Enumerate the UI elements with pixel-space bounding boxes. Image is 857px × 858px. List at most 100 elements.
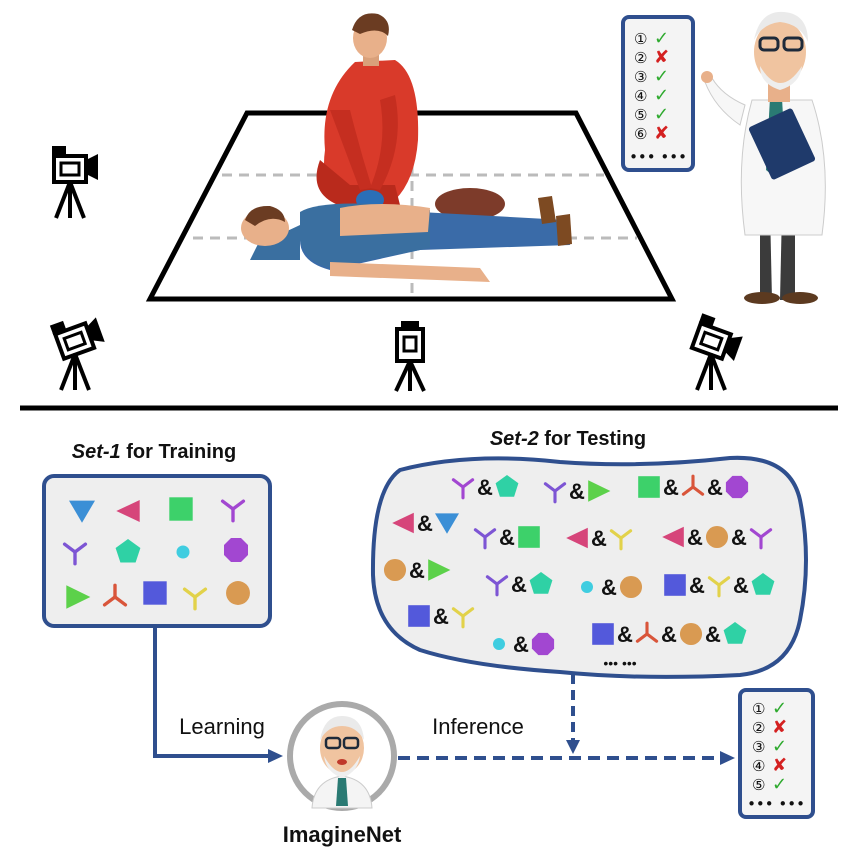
checklist-number: ②	[752, 719, 765, 737]
y-sym-shape	[749, 528, 773, 550]
set2-blob	[370, 455, 808, 679]
imaginenet-avatar	[287, 701, 397, 811]
check-icon: ✓	[654, 28, 669, 49]
amp-text: &	[687, 525, 703, 550]
amp-text: &	[617, 622, 633, 647]
set2-combination: & &	[638, 474, 749, 500]
checklist-number: ②	[634, 49, 647, 67]
y-sym-shape	[451, 478, 475, 500]
square-shape	[169, 497, 193, 521]
camera-icon	[49, 317, 105, 391]
checklist-number: ⑤	[634, 106, 647, 124]
check-icon: ✓	[654, 85, 669, 106]
y-sym-shape	[220, 499, 246, 523]
y-sym-shape	[485, 575, 509, 597]
amp-text: &	[417, 511, 433, 536]
inference-arrowhead	[720, 751, 735, 765]
square-shape	[408, 605, 430, 627]
top-checklist-more: ••• •••	[629, 148, 687, 166]
amp-text: &	[705, 622, 721, 647]
set2-down-arrowhead	[566, 740, 580, 754]
set2-combination: &	[566, 526, 633, 551]
tri-down-shape	[69, 500, 95, 523]
octagon-shape	[725, 475, 749, 499]
y-sym-shape	[707, 576, 731, 598]
amp-text: &	[569, 479, 585, 504]
set2-combination: & & &	[592, 621, 747, 647]
circle-shape	[619, 575, 643, 599]
set1-title-rest: for Training	[121, 441, 237, 463]
square-shape	[664, 574, 686, 596]
cross-icon: ✘	[772, 717, 787, 738]
y-sym-shape	[182, 587, 208, 611]
rescuer-illustration	[316, 13, 505, 220]
amp-text: &	[433, 604, 449, 629]
check-icon: ✓	[654, 104, 669, 125]
y-inv-shape	[681, 474, 705, 496]
amp-text: &	[663, 475, 679, 500]
tri-down-shape	[435, 513, 459, 534]
set2-more: ••• •••	[603, 655, 636, 671]
set2-combination: &	[408, 604, 475, 629]
set2-title-rest: for Testing	[539, 428, 646, 450]
learning-arrowhead	[268, 749, 283, 763]
circle-shape	[226, 581, 250, 605]
circle-shape	[705, 525, 729, 549]
learning-arrow	[153, 626, 268, 758]
circle-shape	[679, 622, 703, 646]
amp-text: &	[511, 572, 527, 597]
top-checklist: ① ✓ ② ✘ ③ ✓ ④ ✓ ⑤ ✓ ⑥ ✘ ••• •••	[621, 15, 695, 172]
set2-combination: &	[485, 572, 553, 597]
set2-combination: &	[473, 525, 540, 550]
octagon-shape	[224, 538, 248, 562]
amp-text: &	[707, 475, 723, 500]
pentagon-shape	[495, 475, 519, 497]
amp-text: &	[499, 525, 515, 550]
checklist-number: ③	[634, 68, 647, 86]
y-sym-shape	[62, 542, 88, 566]
amp-text: &	[513, 632, 529, 657]
amp-text: &	[689, 573, 705, 598]
pentagon-shape	[751, 573, 775, 595]
inference-label: Inference	[432, 714, 524, 739]
tri-right-shape	[588, 480, 611, 502]
result-checklist: ① ✓ ② ✘ ③ ✓ ④ ✘ ⑤ ✓ ••• •••	[738, 688, 815, 819]
set2-groups: & & & &&& & & &&& & & &&& & & &	[383, 474, 775, 657]
camera-icon	[52, 146, 98, 219]
tri-left-shape	[662, 526, 684, 548]
set2-combination: &	[543, 479, 611, 504]
square-shape	[518, 526, 540, 548]
cross-icon: ✘	[654, 47, 669, 68]
pentagon-shape	[723, 622, 747, 644]
check-icon: ✓	[772, 774, 787, 795]
checklist-number: ⑥	[634, 125, 647, 143]
check-icon: ✓	[772, 698, 787, 719]
doctor-illustration	[701, 11, 826, 304]
checklist-number: ⑤	[752, 776, 765, 794]
amp-text: &	[477, 475, 493, 500]
amp-text: &	[731, 525, 747, 550]
checklist-number: ①	[752, 700, 765, 718]
amp-text: &	[591, 526, 607, 551]
set2-combination: & &	[662, 525, 773, 550]
set1-title: Set-1 for Training	[72, 441, 236, 463]
tri-right-shape	[66, 585, 91, 609]
checklist-number: ①	[634, 30, 647, 48]
y-sym-shape	[473, 528, 497, 550]
amp-text: &	[661, 622, 677, 647]
amp-text: &	[601, 575, 617, 600]
y-inv-shape	[635, 621, 659, 643]
camera-icon	[689, 313, 743, 391]
set2-combination: &	[392, 511, 459, 536]
y-sym-shape	[543, 482, 567, 504]
set2-combination: &	[493, 632, 555, 657]
amp-text: &	[409, 558, 425, 583]
tri-left-shape	[566, 527, 588, 549]
set1-title-emphasis: Set-1	[72, 441, 121, 463]
cross-icon: ✘	[654, 123, 669, 144]
set2-combination: &	[581, 575, 643, 600]
circle-sm-shape	[176, 545, 190, 559]
set2-title: Set-2 for Testing	[490, 428, 646, 450]
learning-label: Learning	[179, 714, 265, 739]
